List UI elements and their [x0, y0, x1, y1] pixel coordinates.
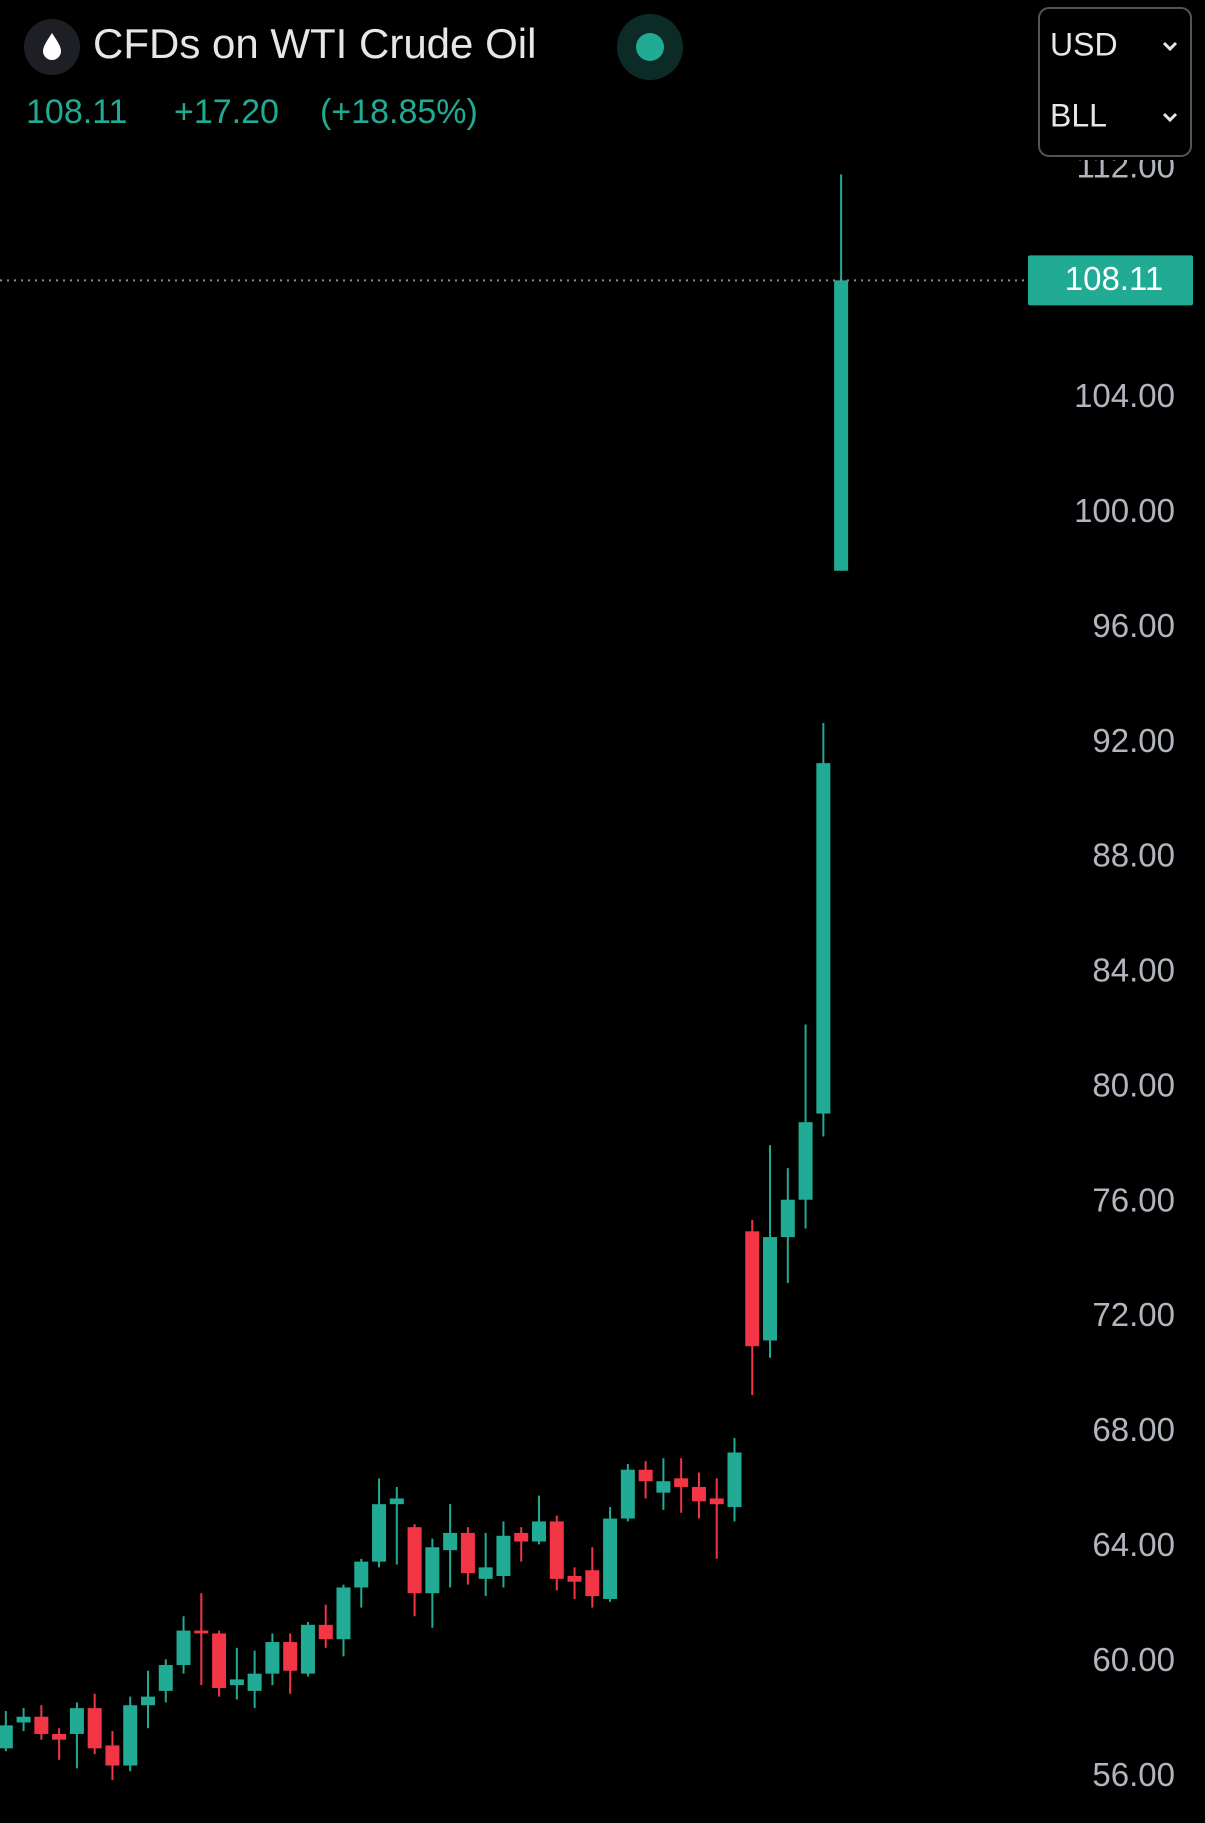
y-tick-label: 104.00 [1074, 377, 1175, 414]
candle-body [212, 1633, 227, 1689]
header-background [0, 0, 1205, 160]
candle-body [0, 1725, 13, 1749]
candle-body [354, 1561, 369, 1588]
y-tick-label: 72.00 [1092, 1296, 1175, 1333]
candle-body [603, 1518, 618, 1599]
candle-body [372, 1504, 387, 1562]
candle-body [300, 1624, 315, 1674]
candle-body [496, 1535, 511, 1576]
chart-title: CFDs on WTI Crude Oil [93, 20, 536, 67]
y-tick-label: 60.00 [1092, 1641, 1175, 1678]
candle-body [691, 1486, 706, 1502]
candle-body [105, 1745, 120, 1766]
candle-body [834, 280, 849, 571]
candle-body [514, 1532, 529, 1542]
chevron [1162, 41, 1178, 52]
candle-body [531, 1521, 546, 1542]
chevron [1162, 112, 1178, 123]
last-price-tag [1028, 255, 1193, 306]
candle-body [674, 1478, 689, 1487]
y-tick-label: 96.00 [1092, 607, 1175, 644]
candle-body [123, 1705, 138, 1766]
candle-body [318, 1624, 333, 1640]
candle-body [407, 1527, 422, 1594]
candle-body [460, 1532, 475, 1574]
unit-select[interactable]: BLL [1050, 97, 1107, 133]
market-status-dot [636, 33, 664, 61]
candle-body [798, 1122, 813, 1200]
header: CFDs on WTI Crude Oil 108.11 +17.20 (+18… [0, 0, 1205, 160]
price-change-percent: (+18.85%) [320, 93, 478, 131]
y-tick-label: 84.00 [1092, 952, 1175, 989]
plot-area: 56.00 60.00 64.00 68.00 72.00 76.00 80.00 84.00… [0, 147, 1193, 1793]
candle-body [816, 763, 831, 1114]
last-price: 108.11 [26, 93, 127, 131]
candle-body [265, 1642, 280, 1674]
candle-body [52, 1733, 67, 1740]
candle-body [549, 1521, 564, 1579]
candle-body [727, 1452, 742, 1508]
y-tick-label: 56.00 [1092, 1756, 1175, 1793]
candle-body [478, 1567, 493, 1579]
candle-body [567, 1575, 582, 1582]
y-tick-label: 92.00 [1092, 722, 1175, 759]
candle-body [638, 1469, 653, 1482]
candle-body [620, 1469, 635, 1519]
candle-body [745, 1231, 760, 1347]
candle-body [585, 1570, 600, 1597]
candle-body [140, 1696, 155, 1706]
candle-body [780, 1199, 795, 1238]
drop-icon [43, 33, 61, 60]
price-change: +17.20 [174, 93, 279, 131]
currency-select[interactable]: USD [1050, 26, 1118, 62]
y-tick-label: 80.00 [1092, 1066, 1175, 1103]
candle-body [158, 1665, 173, 1691]
candle-body [229, 1679, 244, 1686]
candle-body [16, 1716, 31, 1723]
candle-body [87, 1708, 102, 1749]
candle-body [443, 1532, 458, 1551]
last-price-tag-label: 108.11 [1065, 260, 1163, 297]
candle-body [247, 1673, 262, 1691]
candle-body [194, 1630, 209, 1634]
unit-selector[interactable] [1038, 7, 1192, 157]
candle-body [69, 1708, 84, 1734]
candle-body [336, 1587, 351, 1640]
candle-body [709, 1498, 724, 1505]
y-tick-label: 100.00 [1074, 492, 1175, 529]
candle-body [176, 1630, 191, 1666]
candle-body [34, 1716, 49, 1734]
y-tick-label: 64.00 [1092, 1526, 1175, 1563]
y-tick-label: 68.00 [1092, 1411, 1175, 1448]
y-tick-label: 76.00 [1092, 1181, 1175, 1218]
candle-body [763, 1237, 778, 1341]
candle-body [425, 1547, 440, 1594]
candle-body [389, 1498, 404, 1505]
y-tick-label: 88.00 [1092, 837, 1175, 874]
candle-body [656, 1481, 671, 1493]
candle-body [283, 1642, 298, 1671]
